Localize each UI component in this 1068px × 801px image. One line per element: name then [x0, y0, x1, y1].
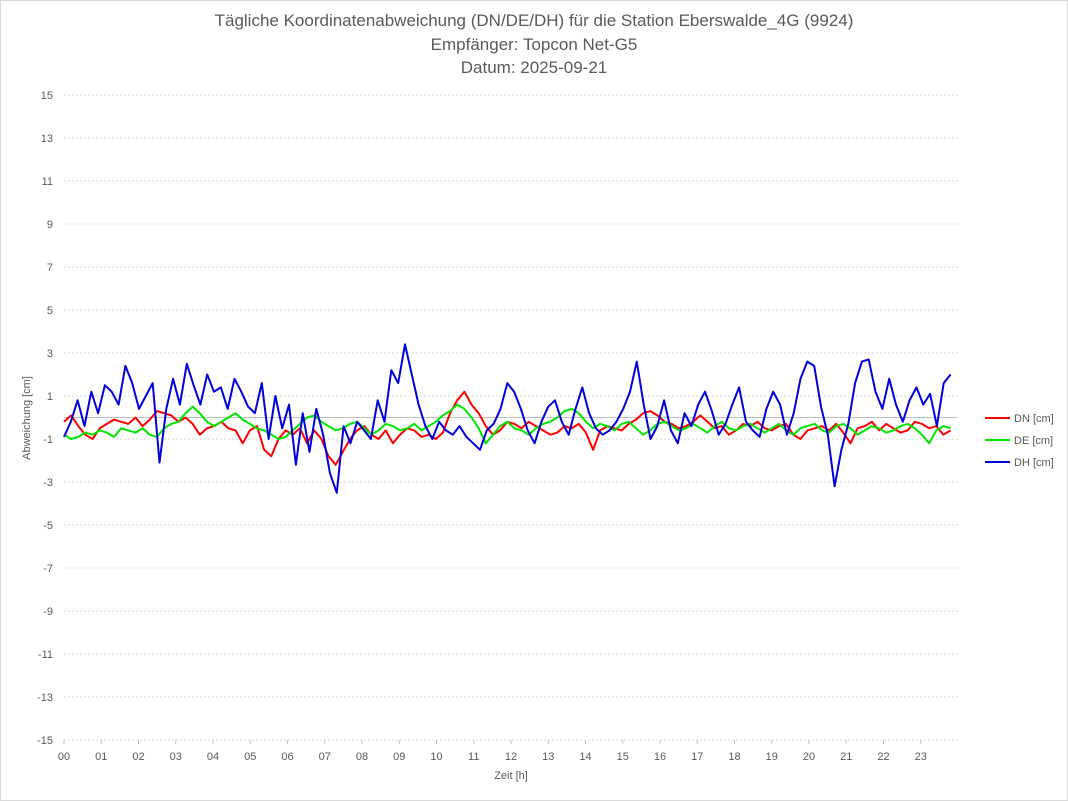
y-tick-label: -1: [43, 434, 53, 446]
y-tick-label: -9: [43, 606, 53, 618]
x-tick-label: 07: [319, 751, 331, 763]
x-tick-label: 01: [95, 751, 107, 763]
y-tick-label: -5: [43, 520, 53, 532]
x-tick-label: 21: [840, 751, 852, 763]
x-tick-label: 03: [170, 751, 182, 763]
chart-title: Tägliche Koordinatenabweichung (DN/DE/DH…: [214, 11, 854, 30]
x-tick-label: 06: [281, 751, 293, 763]
x-tick-label: 11: [468, 751, 479, 763]
y-tick-label: 3: [47, 348, 53, 360]
y-tick-label: 15: [41, 90, 53, 102]
x-tick-label: 17: [691, 751, 703, 763]
x-tick-label: 09: [393, 751, 405, 763]
x-tick-label: 08: [356, 751, 368, 763]
x-tick-label: 20: [803, 751, 815, 763]
x-tick-label: 19: [766, 751, 778, 763]
series-line-dn: [63, 390, 952, 466]
legend-label: DH [cm]: [1014, 457, 1054, 469]
y-tick-label: 7: [47, 262, 53, 274]
y-tick-label: -15: [37, 735, 53, 747]
x-tick-label: 13: [542, 751, 554, 763]
chart-subtitle-date: Datum: 2025-09-21: [460, 58, 608, 77]
y-tick-label: 13: [41, 133, 53, 145]
series-lines: [63, 343, 952, 494]
y-tick-label: -7: [43, 563, 53, 575]
series-line-de: [63, 403, 951, 445]
series-line-dh: [63, 343, 952, 494]
y-tick-label: -11: [38, 649, 53, 661]
y-axis-label: Abweichung [cm]: [21, 376, 33, 460]
x-tick-label: 15: [617, 751, 629, 763]
chart-subtitle-receiver: Empfänger: Topcon Net-G5: [430, 35, 638, 54]
x-tick-label: 16: [654, 751, 666, 763]
x-tick-labels: 00 01 02 03 04 05 06 07 08 09 10 11 12 13 14 15 16 17 18 19…: [58, 751, 927, 763]
x-tick-label: 22: [877, 751, 889, 763]
y-tick-label: 9: [47, 219, 53, 231]
y-tick-label: 5: [47, 305, 53, 317]
y-tick-label: 11: [42, 176, 53, 188]
legend-label: DN [cm]: [1014, 413, 1054, 425]
legend-label: DE [cm]: [1014, 435, 1053, 447]
x-tick-label: 00: [58, 751, 70, 763]
y-tick-label: -3: [43, 477, 53, 489]
legend: DN [cm] DE [cm] DH [cm]: [985, 413, 1054, 469]
x-tick-label: 14: [579, 751, 591, 763]
x-tick-label: 23: [915, 751, 927, 763]
x-tick-label: 02: [132, 751, 144, 763]
gridlines: [63, 94, 958, 744]
x-tick-label: 18: [728, 751, 740, 763]
x-tick-label: 04: [207, 751, 219, 763]
x-axis-label: Zeit [h]: [494, 770, 528, 782]
x-tick-label: 05: [244, 751, 256, 763]
y-tick-label: -13: [37, 692, 53, 704]
y-tick-label: 1: [47, 391, 53, 403]
x-tick-label: 10: [430, 751, 442, 763]
x-tick-label: 12: [505, 751, 517, 763]
y-tick-labels: 15 13 11 9 7 5 3 1 -1 -3 -5 -7 -9 -11 -13 -15: [37, 90, 53, 747]
